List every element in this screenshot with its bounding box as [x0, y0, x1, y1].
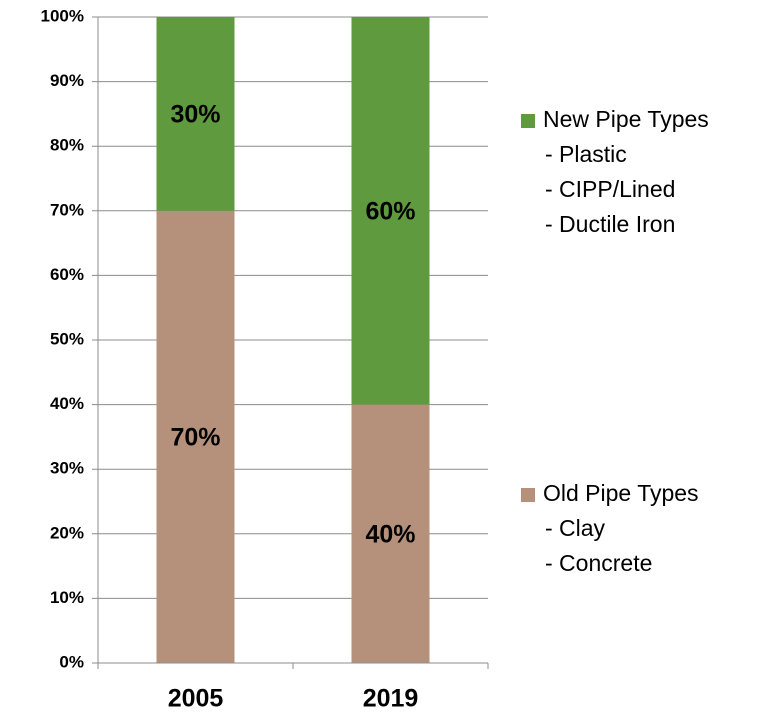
y-tick-label: 50% [50, 329, 84, 348]
y-tick-label: 100% [41, 6, 84, 25]
y-tick-label: 90% [50, 71, 84, 90]
y-tick-label: 10% [50, 588, 84, 607]
bar-segment [156, 17, 235, 211]
y-tick-label: 30% [50, 459, 84, 478]
legend-detail: - Ductile Iron [545, 211, 675, 237]
legend-detail: - Clay [545, 515, 606, 541]
y-tick-label: 60% [50, 265, 84, 284]
y-tick-label: 70% [50, 200, 84, 219]
y-tick-label: 80% [50, 136, 84, 155]
y-tick-label: 40% [50, 394, 84, 413]
legend-detail: - Concrete [545, 550, 652, 576]
x-tick-label: 2005 [168, 685, 224, 713]
bar-segment [156, 210, 235, 664]
data-label: 40% [365, 520, 415, 548]
data-label: 30% [170, 101, 220, 129]
y-tick-label: 0% [59, 652, 84, 671]
legend-detail: - CIPP/Lined [545, 176, 675, 202]
legend-swatch [521, 488, 535, 502]
bar-segment [351, 17, 430, 405]
legend-detail: - Plastic [545, 141, 627, 167]
legend-label: New Pipe Types [543, 106, 709, 132]
bar-segment [351, 404, 430, 663]
y-tick-label: 20% [50, 523, 84, 542]
data-label: 60% [365, 197, 415, 225]
legend-label: Old Pipe Types [543, 480, 699, 506]
data-label: 70% [170, 424, 220, 452]
legend-swatch [521, 114, 535, 128]
x-tick-label: 2019 [363, 685, 419, 713]
